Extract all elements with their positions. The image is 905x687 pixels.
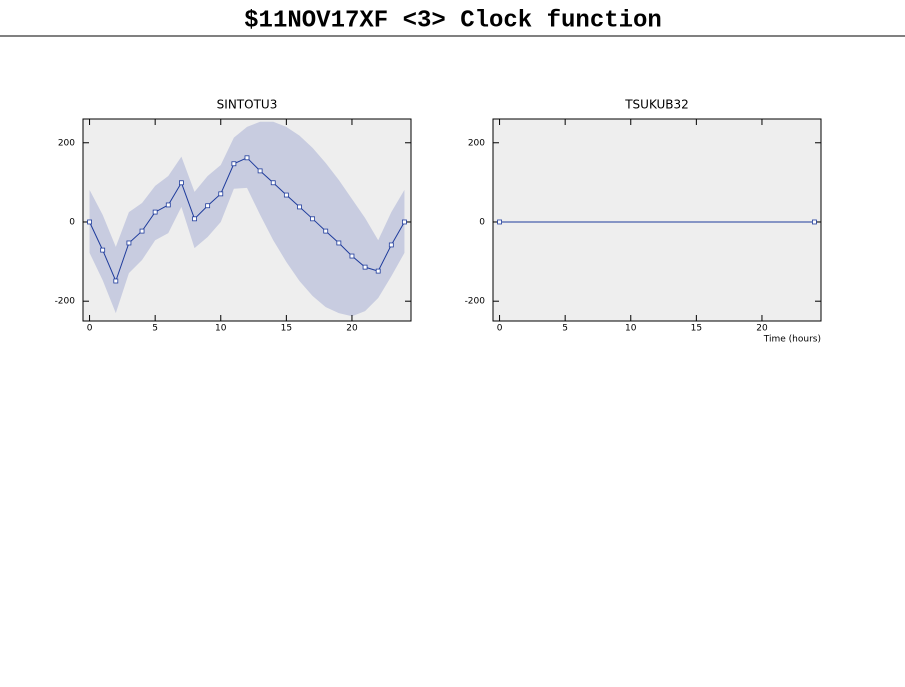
plot-frame [492,118,822,322]
point-marker [87,219,92,225]
x-tick-label: 5 [152,324,158,334]
point-marker [270,180,276,186]
point-marker [497,219,502,225]
point-marker [323,228,329,234]
y-tick-label: -200 [465,297,486,307]
point-marker [152,209,158,215]
point-marker [100,247,106,253]
point-marker [336,240,342,246]
x-tick-label: 15 [281,324,292,334]
point-marker [812,219,817,225]
point-marker [349,253,355,259]
y-tick-label: 0 [69,217,75,227]
point-marker [231,161,237,167]
point-marker [139,228,145,234]
point-marker [283,192,289,198]
page-title: $11NOV17XF <3> Clock function [244,7,662,34]
x-tick-label: 0 [497,324,503,334]
x-tick-label: 20 [346,324,358,334]
plot-area [493,119,821,321]
point-marker [257,168,263,174]
point-marker [297,204,302,210]
point-marker [244,155,250,161]
point-marker [218,191,224,197]
x-tick-label: 5 [562,324,568,334]
x-axis-label: Time (hours) [763,335,821,345]
point-marker [165,202,171,208]
x-tick-label: 0 [87,324,93,334]
point-marker [388,242,394,248]
point-marker [310,216,316,222]
plot-frame [82,118,412,322]
chart-title: TSUKUB32 [624,98,689,112]
point-marker [402,219,407,225]
point-marker [126,240,132,246]
point-marker [375,268,381,274]
x-tick-label: 10 [625,324,637,334]
x-tick-label: 10 [215,324,227,334]
y-tick-label: 0 [479,217,485,227]
x-tick-label: 15 [691,324,702,334]
y-tick-label: -200 [55,297,76,307]
y-tick-label: 200 [58,138,75,148]
point-marker [113,278,119,284]
x-tick-label: 20 [756,324,768,334]
chart-title: SINTOTU3 [217,98,278,112]
point-marker [362,264,368,270]
point-marker [178,180,184,186]
point-marker [205,203,211,209]
point-marker [192,216,197,222]
y-tick-label: 200 [468,138,485,148]
error-band [89,121,405,317]
